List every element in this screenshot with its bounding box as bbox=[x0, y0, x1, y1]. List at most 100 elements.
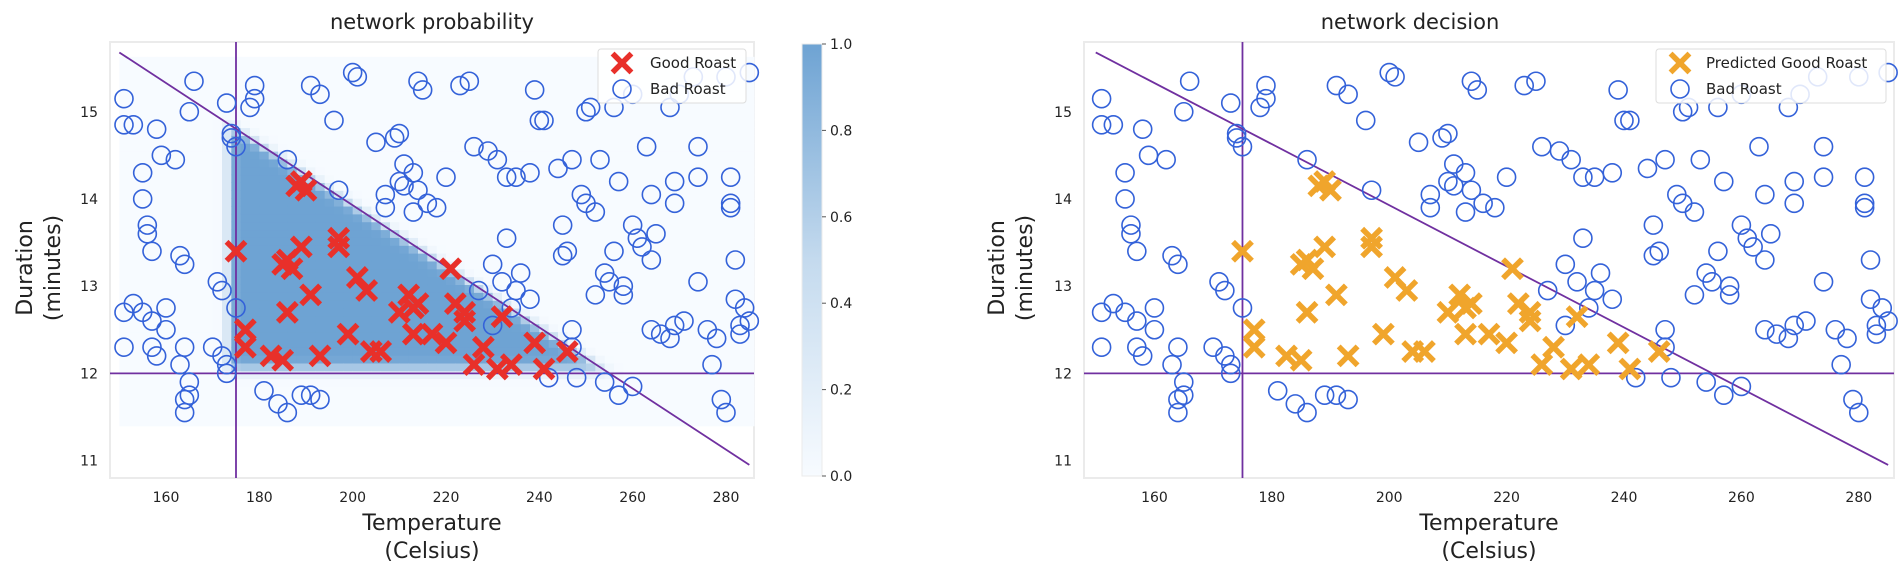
heatmap-cell bbox=[362, 245, 372, 254]
heatmap-cell bbox=[156, 103, 167, 113]
heatmap-cell bbox=[716, 339, 727, 348]
heatmap-cell bbox=[343, 143, 354, 152]
heatmap-cell bbox=[147, 362, 158, 372]
heatmap-cell bbox=[128, 190, 139, 199]
heatmap-cell bbox=[240, 394, 251, 403]
heatmap-cell bbox=[744, 268, 755, 278]
heatmap-cell bbox=[483, 292, 494, 301]
good-roast-point bbox=[327, 235, 351, 259]
heatmap-cell bbox=[138, 135, 148, 144]
heatmap-cell bbox=[250, 151, 260, 160]
heatmap-cell bbox=[483, 378, 494, 388]
predicted-good-roast-point bbox=[1454, 322, 1477, 346]
heatmap-cell bbox=[296, 127, 307, 136]
heatmap-cell bbox=[688, 221, 699, 231]
heatmap-cell bbox=[352, 190, 363, 199]
heatmap-cell bbox=[595, 166, 606, 176]
heatmap-cell bbox=[278, 119, 288, 129]
heatmap-cell bbox=[418, 135, 428, 144]
heatmap-cell bbox=[436, 315, 447, 325]
heatmap-cell bbox=[184, 190, 195, 199]
heatmap-cell bbox=[408, 111, 419, 121]
heatmap-cell bbox=[744, 96, 755, 105]
heatmap-cell bbox=[222, 260, 232, 270]
heatmap-cell bbox=[511, 378, 522, 388]
bad-roast-point bbox=[1813, 167, 1834, 187]
heatmap-cell bbox=[427, 237, 438, 246]
legend-good-marker bbox=[610, 51, 634, 75]
bad-roast-point bbox=[226, 298, 246, 318]
heatmap-cell bbox=[511, 253, 522, 262]
heatmap-cell bbox=[175, 276, 186, 286]
heatmap-cell bbox=[679, 213, 690, 223]
bad-roast-point bbox=[1121, 215, 1141, 235]
heatmap-cell bbox=[679, 158, 690, 168]
heatmap-cell bbox=[614, 166, 624, 176]
heatmap-cell bbox=[464, 205, 475, 215]
heatmap-cell bbox=[222, 182, 232, 191]
heatmap-cell bbox=[558, 284, 568, 293]
heatmap-cell bbox=[259, 205, 270, 215]
heatmap-cell bbox=[278, 307, 288, 317]
heatmap-cell bbox=[390, 292, 400, 301]
heatmap-cell bbox=[660, 394, 671, 403]
bad-roast-point bbox=[1514, 75, 1535, 96]
heatmap-cell bbox=[464, 260, 475, 270]
heatmap-cell bbox=[679, 276, 690, 286]
heatmap-cell bbox=[436, 307, 447, 317]
heatmap-cell bbox=[212, 190, 223, 199]
heatmap-cell bbox=[707, 362, 718, 372]
bad-roast-point bbox=[1132, 119, 1153, 139]
heatmap-cell bbox=[586, 72, 596, 81]
heatmap-cell bbox=[390, 386, 400, 395]
heatmap-cell bbox=[175, 323, 186, 333]
heatmap-cell bbox=[166, 174, 176, 183]
heatmap-cell bbox=[334, 143, 344, 152]
heatmap-cell bbox=[390, 362, 400, 372]
heatmap-cell bbox=[343, 213, 354, 223]
heatmap-cell bbox=[371, 221, 382, 231]
heatmap-cell bbox=[632, 386, 643, 395]
predicted-good-roast-point bbox=[1301, 257, 1325, 281]
heatmap-cell bbox=[576, 276, 587, 286]
heatmap-cell bbox=[156, 96, 167, 105]
heatmap-cell bbox=[567, 409, 578, 419]
x-tick-labels: 160 180 200 220 240 260 280 bbox=[1141, 490, 1872, 506]
bad-roast-point bbox=[366, 132, 386, 153]
heatmap-cell bbox=[380, 378, 391, 388]
heatmap-cell bbox=[511, 56, 522, 66]
heatmap-cell bbox=[427, 276, 438, 286]
heatmap-cell bbox=[128, 284, 139, 293]
heatmap-cell bbox=[418, 221, 428, 231]
heatmap-cell bbox=[278, 370, 288, 380]
heatmap-cell bbox=[147, 205, 158, 215]
heatmap-cell bbox=[259, 182, 270, 191]
heatmap-cell bbox=[278, 135, 288, 144]
heatmap-cell bbox=[530, 362, 540, 372]
heatmap-cell bbox=[268, 56, 279, 66]
heatmap-cell bbox=[259, 402, 270, 411]
heatmap-cell bbox=[156, 205, 167, 215]
bad-roast-point bbox=[142, 241, 162, 262]
predicted-good-roast-point bbox=[1460, 292, 1483, 315]
heatmap-cell bbox=[548, 135, 559, 144]
heatmap-cell bbox=[427, 127, 438, 136]
heatmap-cell bbox=[520, 402, 531, 411]
heatmap-cell bbox=[716, 237, 727, 246]
heatmap-cell bbox=[296, 135, 307, 144]
heatmap-cell bbox=[128, 300, 139, 309]
heatmap-cell bbox=[567, 229, 578, 238]
heatmap-cell bbox=[203, 331, 214, 340]
heatmap-cell bbox=[670, 362, 680, 372]
heatmap-cell bbox=[194, 284, 204, 293]
heatmap-cell bbox=[194, 64, 204, 74]
heatmap-cell bbox=[464, 190, 475, 199]
heatmap-cell bbox=[278, 362, 288, 372]
heatmap-cell bbox=[539, 190, 550, 199]
bad-roast-point bbox=[254, 380, 274, 401]
heatmap-cell bbox=[399, 213, 410, 223]
heatmap-cell bbox=[455, 417, 466, 427]
heatmap-cell bbox=[716, 284, 727, 293]
heatmap-cell bbox=[744, 88, 755, 97]
heatmap-cell bbox=[670, 331, 680, 340]
